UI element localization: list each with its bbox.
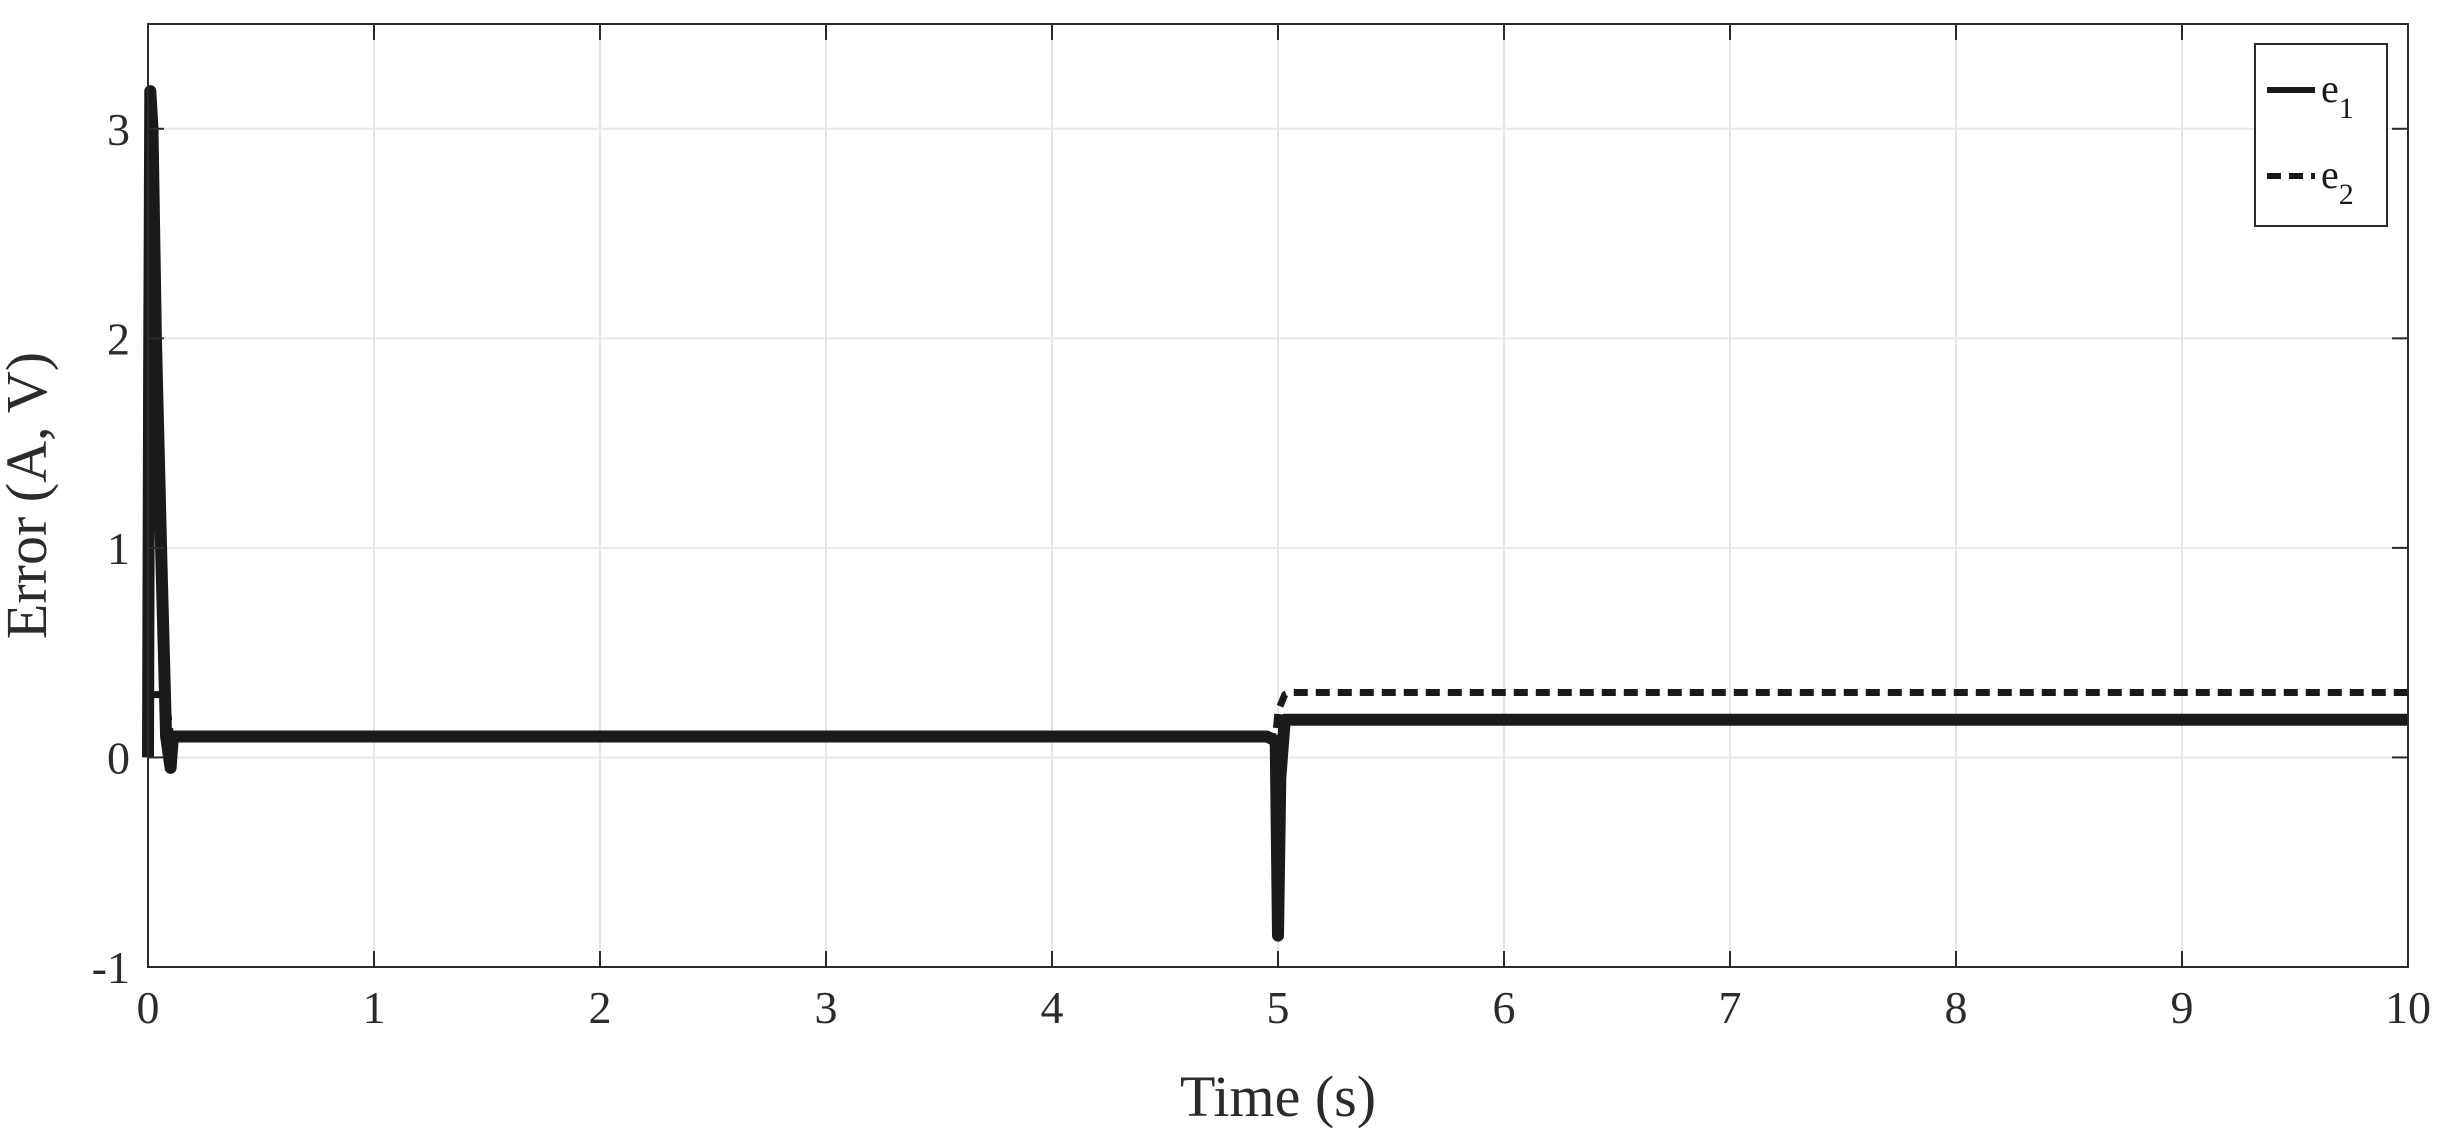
series-line-2 xyxy=(144,689,2408,758)
legend-label-1: e1 xyxy=(2321,66,2354,125)
y-tick-label: 3 xyxy=(107,104,130,155)
x-tick-label: 2 xyxy=(589,982,612,1033)
x-tick-label: 4 xyxy=(1041,982,1064,1033)
x-tick-label: 5 xyxy=(1267,982,1290,1033)
x-tick-label: 9 xyxy=(2171,982,2194,1033)
y-tick-label: 2 xyxy=(107,313,130,364)
tick-marks xyxy=(147,24,2409,968)
y-tick-label: -1 xyxy=(92,942,130,993)
legend-label-2: e2 xyxy=(2321,152,2354,211)
y-axis-label: Error (A, V) xyxy=(0,352,59,639)
series-group xyxy=(142,85,2408,942)
x-tick-label: 8 xyxy=(1945,982,1968,1033)
legend-box xyxy=(2254,43,2388,227)
x-tick-label: 0 xyxy=(137,982,160,1033)
x-tick-label: 7 xyxy=(1719,982,1742,1033)
x-tick-label: 10 xyxy=(2385,982,2431,1033)
x-tick-label: 6 xyxy=(1493,982,1516,1033)
y-tick-label: 1 xyxy=(107,523,130,574)
y-tick-label: 0 xyxy=(107,732,130,783)
x-tick-label: 3 xyxy=(815,982,838,1033)
x-axis-label: Time (s) xyxy=(1180,1064,1376,1129)
x-tick-label: 1 xyxy=(363,982,386,1033)
